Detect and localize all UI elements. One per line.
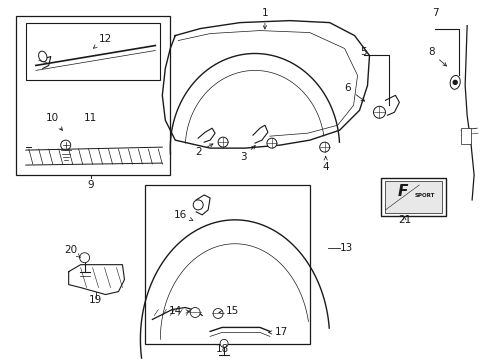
Text: 14: 14 — [168, 306, 189, 316]
Text: 7: 7 — [431, 8, 438, 18]
Text: 3: 3 — [239, 145, 255, 162]
Bar — [16, 15, 170, 175]
Circle shape — [61, 140, 71, 150]
Text: 19: 19 — [89, 294, 102, 305]
Bar — [381, 178, 446, 216]
Text: SPORT: SPORT — [413, 193, 434, 198]
Text: 5: 5 — [360, 48, 366, 58]
Circle shape — [373, 106, 385, 118]
Text: 21: 21 — [397, 215, 410, 225]
Text: 6: 6 — [344, 84, 364, 101]
Text: 8: 8 — [427, 48, 446, 66]
Circle shape — [80, 253, 89, 263]
Text: 20: 20 — [64, 245, 80, 257]
Circle shape — [218, 137, 227, 147]
Text: 13: 13 — [339, 243, 352, 253]
Bar — [385, 181, 441, 213]
Circle shape — [190, 307, 200, 318]
Circle shape — [220, 339, 227, 347]
Text: 17: 17 — [268, 327, 288, 337]
Circle shape — [213, 309, 223, 319]
Ellipse shape — [449, 76, 459, 89]
Text: 11: 11 — [84, 113, 97, 123]
Text: 18: 18 — [215, 345, 228, 354]
Bar — [26, 23, 160, 80]
Circle shape — [452, 80, 456, 84]
Text: 12: 12 — [93, 33, 112, 48]
Bar — [145, 185, 309, 345]
Text: 2: 2 — [195, 144, 212, 157]
Circle shape — [319, 142, 329, 152]
Text: 10: 10 — [46, 113, 62, 130]
Circle shape — [193, 200, 203, 210]
Text: F: F — [396, 184, 407, 199]
Text: 4: 4 — [322, 156, 328, 172]
Text: 16: 16 — [173, 210, 192, 221]
Ellipse shape — [39, 51, 47, 62]
Text: 9: 9 — [87, 180, 94, 190]
Circle shape — [266, 138, 276, 148]
Text: 1: 1 — [261, 8, 268, 29]
Text: 15: 15 — [219, 306, 238, 316]
Bar — [460, 128, 470, 144]
